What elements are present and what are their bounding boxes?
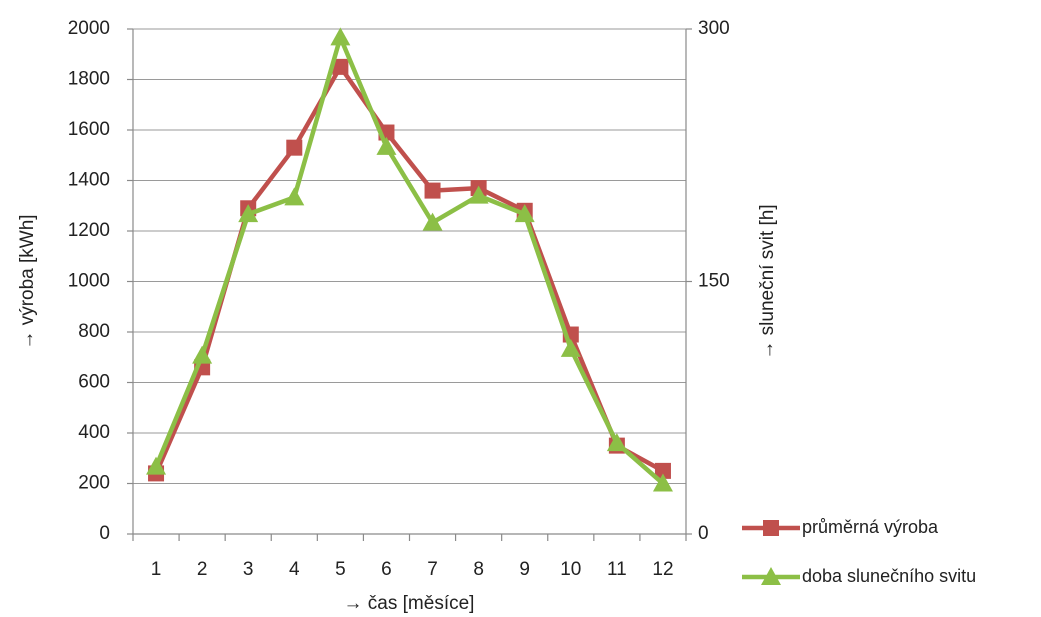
x-tick-label: 11 — [607, 559, 627, 580]
y-tick-label: 1000 — [68, 271, 110, 292]
data-point — [284, 187, 305, 206]
y2-tick-label: 0 — [698, 523, 709, 544]
y-tick-label: 1800 — [68, 69, 110, 90]
data-point — [654, 462, 671, 479]
data-point — [468, 185, 489, 204]
data-point — [652, 473, 673, 492]
x-tick-label: 3 — [243, 559, 254, 580]
y-axis-label: → výroba [kWh] — [17, 214, 38, 349]
data-point — [332, 58, 349, 75]
data-point — [560, 338, 581, 357]
x-tick-label: 12 — [652, 559, 673, 580]
data-point — [238, 204, 259, 223]
data-point — [376, 136, 397, 155]
x-tick-label: 2 — [197, 559, 208, 580]
y-tick-label: 0 — [99, 523, 110, 544]
y-tick-label: 200 — [78, 473, 110, 494]
data-point — [424, 182, 441, 199]
y-tick-label: 1600 — [68, 119, 110, 140]
y-tick-label: 2000 — [68, 18, 110, 39]
legend-marker — [761, 567, 781, 585]
legend-item: doba slunečního svitu — [742, 566, 976, 586]
legend-marker — [763, 520, 779, 536]
data-point — [330, 27, 351, 46]
y2-tick-label: 300 — [698, 18, 730, 39]
x-tick-label: 5 — [335, 559, 346, 580]
data-point — [422, 212, 443, 231]
data-point — [514, 204, 535, 223]
y-tick-label: 1200 — [68, 220, 110, 241]
y2-axis-label: → sluneční svit [h] — [757, 204, 778, 359]
x-tick-label: 10 — [560, 559, 581, 580]
y-tick-label: 400 — [78, 422, 110, 443]
y-tick-label: 600 — [78, 372, 110, 393]
x-tick-label: 8 — [473, 559, 484, 580]
x-axis-label: → čas [měsíce] — [344, 593, 475, 614]
x-tick-label: 4 — [289, 559, 300, 580]
y-tick-label: 800 — [78, 321, 110, 342]
series-line — [153, 35, 665, 486]
legend-label: doba slunečního svitu — [802, 566, 976, 586]
y-tick-label: 1400 — [68, 170, 110, 191]
x-tick-label: 7 — [427, 559, 438, 580]
data-point — [192, 345, 213, 364]
x-tick-label: 6 — [381, 559, 392, 580]
x-tick-label: 1 — [151, 559, 162, 580]
legend-label: průměrná výroba — [802, 517, 939, 537]
x-tick-label: 9 — [519, 559, 530, 580]
legend-item: průměrná výroba — [742, 517, 939, 537]
y2-tick-label: 150 — [698, 271, 730, 292]
data-point — [606, 433, 627, 452]
data-point — [286, 139, 303, 156]
data-point — [146, 456, 167, 475]
